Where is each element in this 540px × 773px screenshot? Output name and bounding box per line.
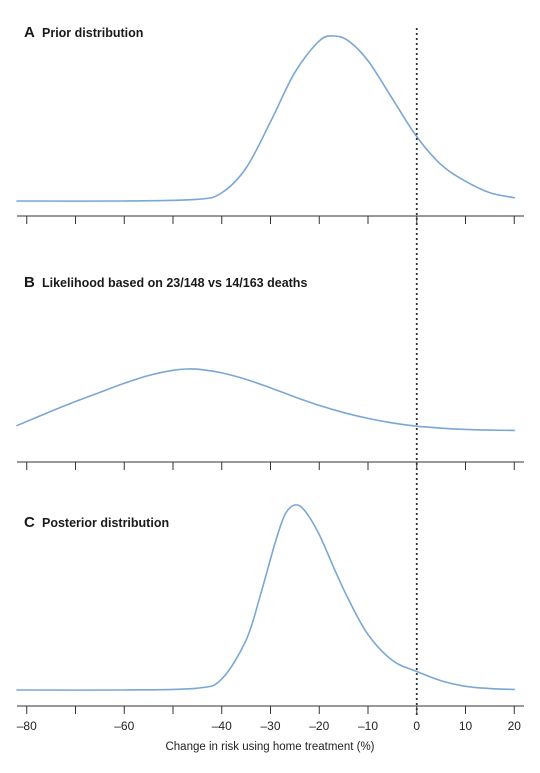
panel-c: C Posterior distribution –80 –60 –40 –30 –20 –1… [16,504,524,733]
x-tick-label: –30 [260,719,280,733]
density-curve [16,368,516,432]
density-curve [16,35,516,202]
x-tick-label: 20 [508,719,522,733]
x-tick-label: 10 [459,719,473,733]
x-tick-label: 0 [413,719,420,733]
panel-a: A Prior distribution [16,24,524,224]
density-curve [16,504,516,691]
panel-b: B Likelihood based on 23/148 vs 14/163 de… [16,274,524,470]
panel-title: Posterior distribution [42,516,169,530]
panel-title: Prior distribution [42,26,143,40]
x-tick-label: –10 [358,719,378,733]
x-tick-label: –60 [114,719,134,733]
chart-panels: A Prior distribution B Likelihood based on … [16,24,524,733]
x-tick-label: –80 [17,719,37,733]
panel-letter: B [24,274,35,291]
x-axis-title: Change in risk using home treatment (%) [165,741,374,753]
panel-letter: C [24,514,35,531]
x-tick-label: –40 [212,719,232,733]
panel-title: Likelihood based on 23/148 vs 14/163 dea… [42,276,307,290]
panel-letter: A [24,24,35,41]
x-tick-label: –20 [309,719,329,733]
